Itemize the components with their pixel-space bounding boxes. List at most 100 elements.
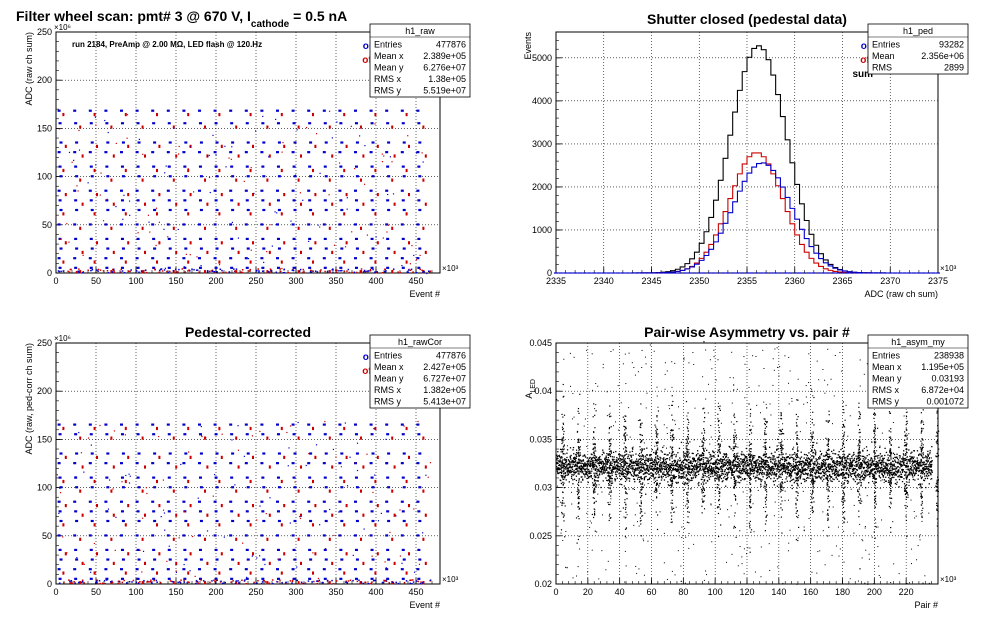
point-on [214,237,218,241]
point-off [314,455,317,459]
point-off [297,178,300,182]
point-band [608,465,611,467]
point-band [653,464,655,466]
panel-asym: 0 20 40 60 80 100 120 140 160 180 200 2200.020.0250… [524,324,969,610]
point-band [665,476,667,478]
point-scatter [308,453,310,455]
point-band [792,463,795,465]
point-on [276,165,280,168]
point-on [135,462,139,465]
point-on [120,500,123,503]
point-band [679,457,681,459]
y-tick-label: 0.045 [529,338,552,348]
panel-rawcor: 0 50 100 150 200 250 300 350 400 4500501001502002… [24,324,471,610]
point-band [635,475,637,477]
point-off [158,241,161,245]
point-off [93,523,96,527]
point-band [793,453,795,456]
point-baseline [117,582,119,585]
point-band [759,469,762,472]
point-band [710,470,712,473]
point-band [805,454,807,456]
point-band [765,463,767,466]
point-baseline [285,581,287,584]
point-band [649,454,651,456]
point-on [354,165,358,168]
point-band [738,455,740,458]
point-band [712,469,715,471]
point-on [417,548,421,552]
point-band [580,467,583,469]
point-band [584,456,587,458]
point-on [292,165,296,168]
point-on [151,109,155,112]
point-on [90,141,94,144]
point-band [817,463,819,465]
point-on [120,510,124,513]
point-band [782,463,784,466]
point-band [566,467,569,469]
point-band [578,468,581,470]
point-band [793,465,796,467]
point-off [124,112,127,117]
point-band [575,465,577,467]
point-baseline [150,581,153,584]
point-band [601,463,603,465]
point-band [567,469,570,471]
point-band [689,462,692,464]
point-band [667,463,669,466]
point-band [722,464,724,466]
point-band [615,450,617,453]
point-band [718,468,721,471]
point-on [322,223,326,226]
point-scatter [259,430,261,432]
point-band [560,472,563,475]
point-on [105,237,109,241]
point-scatter [401,562,403,564]
point-band [721,480,723,483]
point-band [758,457,760,459]
point-band [674,476,676,478]
y-axis-label: ADC (raw, ped-corr ch sum) [24,343,34,455]
point-off [283,552,286,556]
point-band [626,453,628,455]
point-off [312,426,314,431]
point-band [720,470,722,472]
point-scatter [269,497,271,499]
point-band [746,459,749,462]
point-on [90,558,94,561]
point-band [598,464,601,467]
point-on [167,476,171,479]
point-band [617,464,619,467]
point-band [597,480,600,482]
point-band [632,454,634,456]
point-on [136,266,140,269]
point-on [385,534,389,537]
point-band [804,469,806,471]
point-off [220,455,223,459]
point-scatter [335,456,337,458]
point-on [340,486,344,489]
point-band [669,457,671,459]
point-scatter [305,127,308,129]
point-baseline [406,271,409,273]
point-band [635,453,637,455]
point-scatter [209,191,211,194]
point-scatter [319,172,321,174]
point-band [648,469,650,471]
point-band [590,453,592,455]
point-band [769,473,772,475]
point-on [135,151,139,154]
point-band [632,475,635,477]
point-band [601,467,603,469]
point-scatter [83,563,85,565]
point-band [689,471,691,474]
point-baseline [228,271,231,273]
point-band [627,470,629,473]
point-off [62,168,65,173]
point-baseline [302,271,304,274]
point-band [593,463,595,466]
point-on [121,486,125,489]
point-band [616,470,618,472]
point-band [666,463,668,466]
